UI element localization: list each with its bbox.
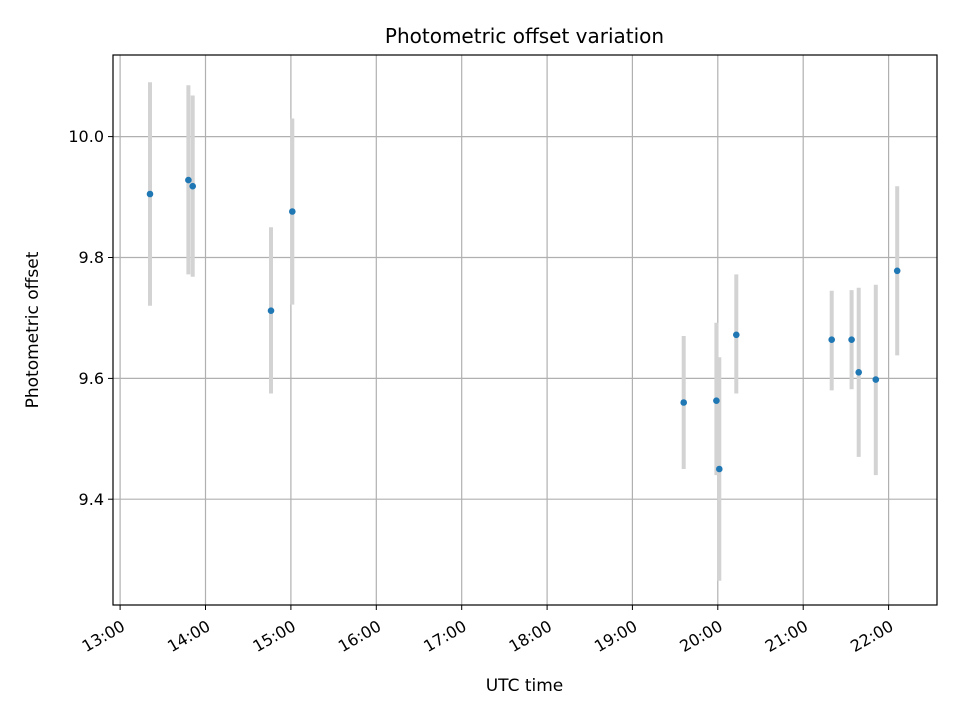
y-tick-label: 9.8 [79, 248, 104, 267]
data-point [713, 397, 720, 405]
y-axis: 9.4 9.6 9.8 10.0 [68, 127, 113, 509]
data-point [893, 267, 901, 275]
data-point [733, 331, 740, 339]
error-bars [148, 82, 900, 581]
x-tick-label: 18:00 [506, 616, 555, 656]
y-axis-label: Photometric offset [23, 251, 43, 408]
data-point [828, 336, 835, 344]
grid [113, 55, 937, 605]
x-tick-label: 13:00 [79, 616, 128, 656]
x-axis: 13:00 14:00 15:00 16:00 17:00 18:00 19:00 20:00… [79, 605, 897, 656]
data-point [146, 190, 154, 198]
x-tick-label: 17:00 [420, 616, 469, 656]
data-point [289, 208, 296, 215]
y-tick-label: 10.0 [68, 127, 104, 146]
chart-title: Photometric offset variation [385, 24, 664, 48]
x-tick-label: 20:00 [676, 616, 725, 656]
data-point [872, 376, 880, 383]
y-tick-label: 9.6 [79, 369, 104, 388]
data-points [146, 176, 901, 473]
x-tick-label: 16:00 [335, 616, 384, 656]
x-axis-label: UTC time [486, 676, 564, 696]
data-point [716, 465, 723, 473]
x-tick-label: 14:00 [164, 616, 213, 656]
x-tick-label: 21:00 [762, 616, 811, 656]
plot-frame [112, 54, 938, 606]
data-point [189, 182, 196, 190]
data-point [855, 369, 862, 376]
x-tick-label: 19:00 [591, 616, 640, 656]
data-point [185, 176, 192, 184]
data-point [267, 307, 275, 315]
data-point [680, 399, 687, 406]
x-tick-label: 22:00 [847, 616, 896, 656]
y-tick-label: 9.4 [79, 490, 104, 509]
x-tick-label: 15:00 [249, 616, 298, 656]
data-point [848, 336, 855, 344]
